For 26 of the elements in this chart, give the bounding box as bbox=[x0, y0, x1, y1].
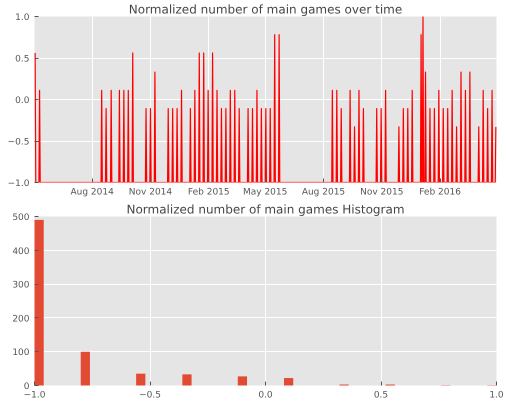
chart-title: Normalized number of main games over time bbox=[128, 2, 402, 16]
x-tick-label: Aug 2014 bbox=[70, 188, 114, 198]
y-tick-label: 200 bbox=[12, 314, 30, 324]
y-tick-label: 1.0 bbox=[15, 13, 30, 23]
x-tick-label: Nov 2014 bbox=[128, 188, 172, 198]
y-tick-label: 0.5 bbox=[15, 54, 30, 64]
x-tick-label: Feb 2015 bbox=[188, 188, 230, 198]
y-tick-label: 0 bbox=[24, 382, 30, 392]
x-tick-label: Nov 2015 bbox=[360, 188, 404, 198]
x-tick-label: May 2015 bbox=[242, 188, 288, 198]
x-tick-label: Feb 2016 bbox=[419, 188, 462, 198]
y-tick-label: 500 bbox=[12, 213, 30, 223]
y-tick-label: 400 bbox=[12, 246, 30, 257]
y-tick-label: 300 bbox=[12, 280, 30, 291]
x-tick-label: −0.5 bbox=[139, 390, 161, 400]
x-tick-label: 1.0 bbox=[489, 390, 504, 400]
x-tick-label: Aug 2015 bbox=[302, 188, 346, 198]
line-series bbox=[34, 16, 496, 182]
chart-title: Normalized number of main games Histogram bbox=[126, 202, 405, 216]
x-tick-label: 0.0 bbox=[258, 390, 273, 400]
x-tick-label: 0.5 bbox=[374, 390, 388, 400]
x-tick-label: −1.0 bbox=[24, 390, 46, 400]
y-tick-label: 100 bbox=[12, 348, 30, 358]
y-tick-label: −0.5 bbox=[8, 138, 30, 148]
y-tick-label: 0.0 bbox=[15, 96, 30, 106]
y-tick-label: −1.0 bbox=[8, 179, 30, 189]
